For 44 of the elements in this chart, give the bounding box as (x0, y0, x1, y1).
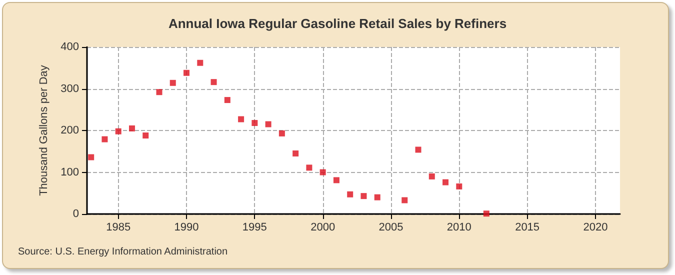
point (252, 120, 258, 126)
x-tick-label: 1985 (106, 222, 131, 234)
y-tick-label: 200 (60, 124, 79, 136)
y-tick-label: 0 (72, 208, 79, 220)
point (238, 116, 244, 122)
point (265, 121, 272, 128)
point (88, 154, 94, 160)
point (210, 79, 217, 86)
point (170, 80, 176, 86)
point (483, 210, 490, 217)
point (306, 164, 312, 171)
point (456, 183, 462, 190)
point (402, 197, 408, 204)
point (184, 70, 190, 76)
x-tick-label: 2020 (583, 222, 608, 234)
point (347, 191, 354, 198)
source-note: Source: U.S. Energy Information Administration (18, 246, 228, 258)
x-tick-label: 2010 (446, 222, 472, 234)
point (128, 125, 135, 132)
x-tick-label: 2015 (515, 222, 540, 234)
point (115, 128, 122, 134)
point (360, 193, 367, 200)
y-tick-label: 100 (60, 166, 79, 178)
point (102, 136, 108, 142)
y-tick-label: 400 (60, 41, 79, 53)
x-tick-label: 1990 (174, 222, 199, 234)
y-tick-label: 300 (60, 82, 79, 95)
y-axis-title: Thousand Gallons per Day (38, 64, 50, 196)
point (142, 132, 149, 139)
point (197, 60, 204, 66)
point (428, 173, 435, 180)
point (374, 194, 380, 200)
point (224, 97, 230, 104)
point (156, 89, 162, 96)
x-tick-label: 2005 (378, 222, 404, 234)
point (320, 169, 326, 176)
point (333, 177, 340, 184)
x-tick-label: 1995 (242, 222, 267, 234)
chart-title: Annual Iowa Regular Gasoline Retail Sales by Refiners (168, 16, 507, 31)
point (292, 150, 299, 156)
point (278, 130, 285, 136)
x-tick-label: 2000 (310, 222, 336, 234)
point (442, 179, 449, 186)
point (415, 146, 422, 153)
